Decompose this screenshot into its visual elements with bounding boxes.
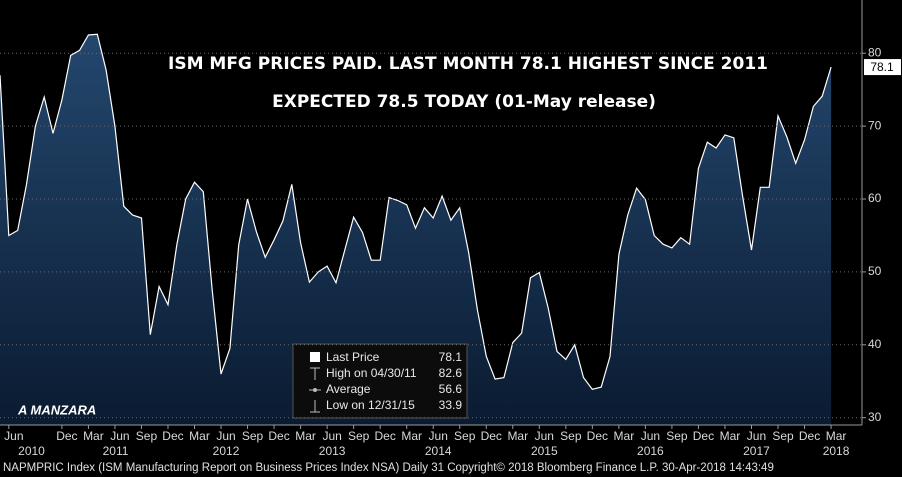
legend-label: Average bbox=[326, 382, 371, 396]
x-tick-label: Sep bbox=[136, 429, 158, 443]
x-tick-label: Dec bbox=[799, 429, 820, 443]
legend-label: High on 04/30/11 bbox=[326, 366, 417, 380]
x-tick-label: Jun bbox=[4, 429, 23, 443]
y-tick-label: 40 bbox=[868, 337, 882, 351]
chart-subtitle: EXPECTED 78.5 TODAY (01-May release) bbox=[272, 92, 656, 112]
plot-area bbox=[0, 33, 832, 426]
annotation: A MANZARA bbox=[17, 402, 96, 417]
year-label: 2018 bbox=[823, 444, 850, 458]
legend-value: 82.6 bbox=[439, 366, 463, 380]
x-tick-label: Dec bbox=[56, 429, 77, 443]
x-tick-label: Jun bbox=[110, 429, 129, 443]
x-tick-label: Dec bbox=[374, 429, 395, 443]
y-tick-label: 80 bbox=[868, 45, 882, 59]
legend-icon bbox=[313, 388, 317, 392]
x-tick-label: Sep bbox=[242, 429, 264, 443]
last-price-box bbox=[864, 59, 901, 76]
year-label: 2017 bbox=[743, 444, 770, 458]
year-label: 2011 bbox=[103, 444, 129, 458]
x-tick-label: Sep bbox=[348, 429, 370, 443]
footer: NAPMPRIC Index (ISM Manufacturing Report… bbox=[3, 462, 774, 474]
line bbox=[0, 33, 832, 390]
x-tick-label: Sep bbox=[666, 429, 688, 443]
x-tick-label: Dec bbox=[481, 429, 502, 443]
x-tick-label: Mar bbox=[720, 429, 741, 443]
y-tick-label: 70 bbox=[868, 118, 882, 132]
year-label: 2014 bbox=[425, 444, 452, 458]
x-tick-label: Dec bbox=[693, 429, 714, 443]
area bbox=[0, 34, 832, 426]
chart-title: ISM MFG PRICES PAID. LAST MONTH 78.1 HIG… bbox=[168, 54, 768, 74]
x-tick-label: Mar bbox=[83, 429, 104, 443]
y-tick-label: 60 bbox=[868, 191, 882, 205]
legend-swatch bbox=[310, 352, 320, 362]
x-tick-label: Sep bbox=[454, 429, 476, 443]
x-tick-label: Mar bbox=[189, 429, 210, 443]
x-tick-label: Mar bbox=[295, 429, 316, 443]
legend-value: 33.9 bbox=[439, 398, 463, 412]
year-label: 2016 bbox=[637, 444, 664, 458]
x-tick-label: Jun bbox=[747, 429, 766, 443]
year-label: 2010 bbox=[18, 444, 45, 458]
x-tick-label: Dec bbox=[162, 429, 183, 443]
x-tick-label: Dec bbox=[587, 429, 608, 443]
y-tick-label: 30 bbox=[868, 410, 882, 424]
legend: Last Price 78.1 High on 04/30/11 82.6 Av… bbox=[292, 343, 468, 419]
year-label: 2015 bbox=[531, 444, 558, 458]
legend-label: Low on 12/31/15 bbox=[326, 398, 415, 412]
x-tick-label: Mar bbox=[401, 429, 422, 443]
x-tick-label: Sep bbox=[560, 429, 582, 443]
x-tick-label: Jun bbox=[322, 429, 341, 443]
x-tick-label: Sep bbox=[772, 429, 794, 443]
last-price-label: 78.1 bbox=[870, 60, 894, 74]
x-tick-label: Mar bbox=[826, 429, 847, 443]
x-tick-label: Jun bbox=[535, 429, 554, 443]
legend-value: 78.1 bbox=[439, 350, 463, 364]
x-tick-label: Jun bbox=[641, 429, 660, 443]
legend-label: Last Price bbox=[326, 350, 380, 364]
year-label: 2012 bbox=[213, 444, 240, 458]
x-tick-label: Mar bbox=[507, 429, 528, 443]
x-tick-label: Dec bbox=[268, 429, 289, 443]
x-tick-label: Jun bbox=[216, 429, 235, 443]
x-tick-label: Jun bbox=[429, 429, 448, 443]
legend-value: 56.6 bbox=[439, 382, 463, 396]
legend-icon bbox=[310, 367, 320, 380]
y-tick-label: 50 bbox=[868, 264, 882, 278]
legend-icon bbox=[310, 400, 320, 413]
year-label: 2013 bbox=[319, 444, 346, 458]
x-tick-label: Mar bbox=[614, 429, 635, 443]
